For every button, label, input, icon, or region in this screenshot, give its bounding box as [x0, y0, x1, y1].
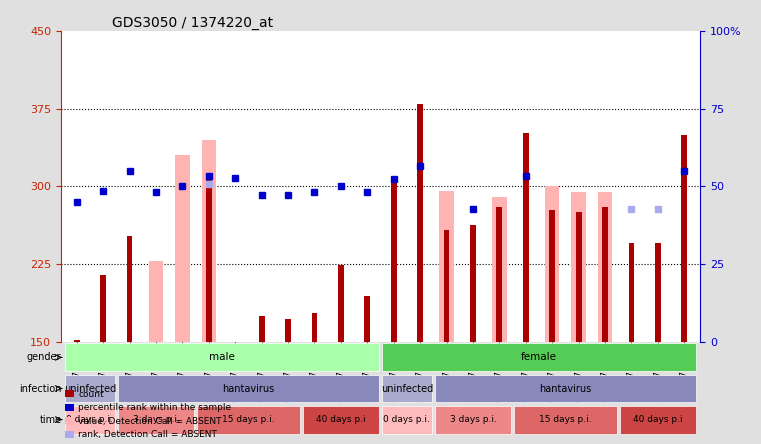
Text: 3 days p.i.: 3 days p.i.	[132, 415, 180, 424]
Text: uninfected: uninfected	[380, 384, 433, 393]
FancyBboxPatch shape	[118, 406, 194, 433]
Bar	[439, 190, 454, 342]
Text: 40 days p.i: 40 days p.i	[633, 415, 683, 424]
Bar	[576, 212, 581, 342]
Bar	[470, 225, 476, 342]
Bar	[496, 207, 502, 342]
Bar	[100, 274, 106, 342]
Bar	[629, 243, 635, 342]
Bar	[523, 133, 529, 342]
Bar	[74, 340, 80, 342]
Text: 0 days p.i.: 0 days p.i.	[66, 415, 113, 424]
FancyBboxPatch shape	[382, 375, 432, 402]
Bar	[492, 197, 507, 342]
Text: gender: gender	[27, 353, 62, 362]
Text: 3 days p.i.: 3 days p.i.	[450, 415, 496, 424]
Bar	[655, 243, 661, 342]
Bar	[365, 296, 370, 342]
FancyBboxPatch shape	[435, 406, 511, 433]
FancyBboxPatch shape	[118, 375, 379, 402]
Bar	[597, 192, 613, 342]
Bar	[126, 236, 132, 342]
FancyBboxPatch shape	[303, 406, 379, 433]
Text: 15 days p.i.: 15 days p.i.	[539, 415, 592, 424]
Bar	[602, 207, 608, 342]
FancyBboxPatch shape	[619, 406, 696, 433]
FancyBboxPatch shape	[65, 375, 115, 402]
FancyBboxPatch shape	[65, 406, 115, 433]
Text: 15 days p.i.: 15 days p.i.	[222, 415, 275, 424]
Legend: count, percentile rank within the sample, value, Detection Call = ABSENT, rank, : count, percentile rank within the sample…	[65, 390, 231, 440]
Bar	[259, 316, 265, 342]
Text: time: time	[40, 415, 62, 424]
Text: 40 days p.i: 40 days p.i	[316, 415, 366, 424]
FancyBboxPatch shape	[514, 406, 617, 433]
Bar	[391, 178, 396, 342]
FancyBboxPatch shape	[382, 344, 696, 371]
Text: female: female	[521, 353, 557, 362]
Bar	[545, 186, 559, 342]
Text: infection: infection	[19, 384, 62, 393]
Bar	[311, 313, 317, 342]
FancyBboxPatch shape	[382, 406, 432, 433]
FancyBboxPatch shape	[65, 344, 379, 371]
Bar	[206, 176, 212, 342]
Text: male: male	[209, 353, 235, 362]
Bar	[549, 210, 555, 342]
Bar	[148, 261, 164, 342]
Text: uninfected: uninfected	[64, 384, 116, 393]
Text: GDS3050 / 1374220_at: GDS3050 / 1374220_at	[112, 16, 273, 30]
Bar	[681, 135, 687, 342]
Bar	[444, 230, 450, 342]
Bar	[285, 319, 291, 342]
FancyBboxPatch shape	[435, 375, 696, 402]
Text: hantavirus: hantavirus	[222, 384, 275, 393]
Bar	[175, 155, 189, 342]
Text: hantavirus: hantavirus	[540, 384, 591, 393]
Bar	[338, 265, 344, 342]
Bar	[417, 103, 423, 342]
Bar	[202, 140, 216, 342]
Bar	[572, 192, 586, 342]
Text: 0 days p.i.: 0 days p.i.	[384, 415, 431, 424]
FancyBboxPatch shape	[197, 406, 300, 433]
